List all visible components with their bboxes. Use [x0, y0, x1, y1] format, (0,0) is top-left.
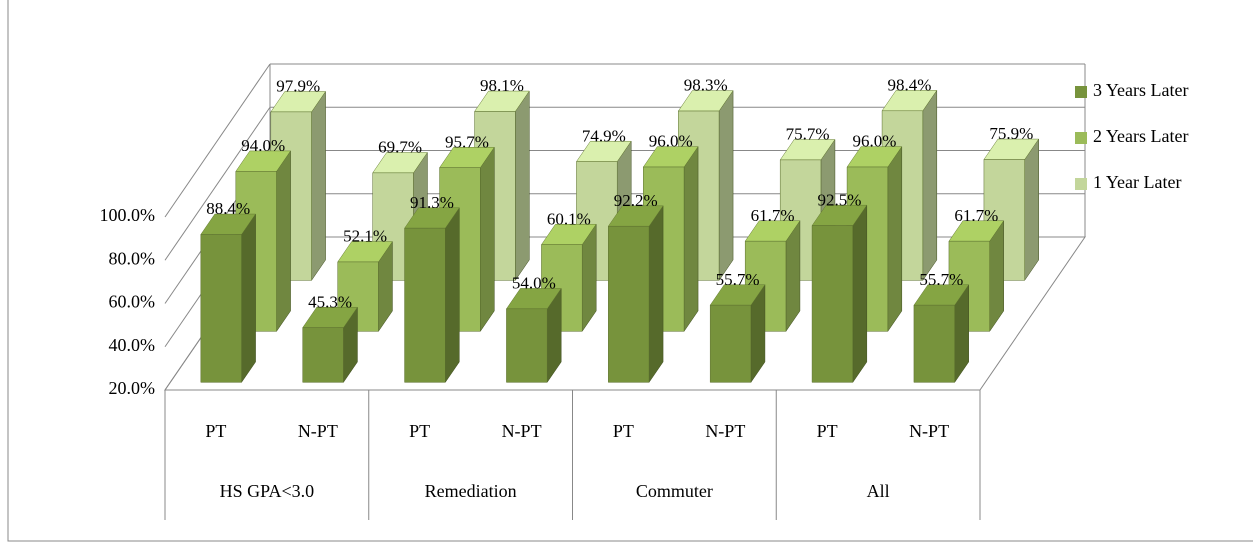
value-label: 91.3% [410, 193, 454, 212]
value-label: 98.1% [480, 76, 524, 95]
value-label: 96.0% [852, 132, 896, 151]
legend-label: 2 Years Later [1093, 126, 1188, 146]
value-label: 97.9% [276, 77, 320, 96]
value-label: 61.7% [751, 206, 795, 225]
value-label: 94.0% [241, 136, 285, 155]
value-label: 74.9% [582, 126, 626, 145]
x-tick-label: PT [409, 421, 430, 441]
bar [608, 225, 650, 383]
group-label: HS GPA<3.0 [220, 481, 315, 501]
y-tick-label: 100.0% [100, 205, 156, 225]
value-label: 54.0% [512, 274, 556, 293]
bar [404, 227, 446, 383]
bar [506, 308, 548, 383]
bar-side [718, 89, 734, 282]
value-label: 69.7% [378, 138, 422, 157]
x-tick-label: N-PT [909, 421, 949, 441]
legend-swatch [1075, 178, 1087, 190]
grid-line [164, 63, 271, 218]
bar-side [445, 206, 460, 384]
legend-swatch [1075, 86, 1087, 98]
bar-side [311, 90, 326, 282]
bar-side [648, 205, 664, 384]
y-tick-label: 80.0% [109, 248, 156, 268]
x-tick-label: PT [817, 421, 838, 441]
value-label: 92.5% [817, 190, 861, 209]
value-label: 96.0% [649, 132, 693, 151]
grid-line [164, 106, 271, 261]
value-label: 52.1% [343, 227, 387, 246]
bar [709, 304, 752, 383]
legend-label: 3 Years Later [1093, 80, 1188, 100]
x-tick-label: N-PT [502, 421, 542, 441]
x-tick-label: N-PT [705, 421, 745, 441]
y-tick-label: 20.0% [109, 378, 156, 398]
value-label: 95.7% [445, 132, 489, 151]
legend-swatch [1075, 132, 1087, 144]
value-label: 61.7% [954, 206, 998, 225]
y-tick-label: 60.0% [109, 292, 156, 312]
value-label: 45.3% [308, 292, 352, 311]
value-label: 98.3% [684, 76, 728, 95]
bar-side [887, 145, 903, 333]
bar-side [852, 204, 868, 384]
value-label: 55.7% [716, 270, 760, 289]
bar-side [480, 146, 495, 333]
group-label: All [867, 481, 890, 501]
legend-label: 1 Year Later [1093, 172, 1181, 192]
bar [811, 225, 854, 383]
x-tick-label: PT [205, 421, 226, 441]
bar-side [683, 145, 699, 333]
value-label: 98.4% [887, 76, 931, 95]
value-label: 75.7% [786, 125, 830, 144]
bar-side [922, 89, 938, 282]
bar [302, 327, 344, 383]
bar [200, 234, 242, 383]
bar [913, 304, 955, 383]
group-label: Remediation [425, 481, 517, 501]
group-label: Commuter [636, 481, 713, 501]
chart-frame [7, 0, 1253, 542]
x-tick-label: PT [613, 421, 634, 441]
bar-side [1024, 138, 1039, 282]
value-label: 92.2% [614, 191, 658, 210]
y-tick-label: 40.0% [109, 335, 156, 355]
bar-side [241, 213, 256, 384]
value-label: 55.7% [919, 270, 963, 289]
value-label: 60.1% [547, 209, 591, 228]
bar-side [515, 90, 530, 282]
value-label: 88.4% [206, 199, 250, 218]
value-label: 75.9% [989, 124, 1033, 143]
x-tick-label: N-PT [298, 421, 338, 441]
bar-side [276, 150, 291, 333]
